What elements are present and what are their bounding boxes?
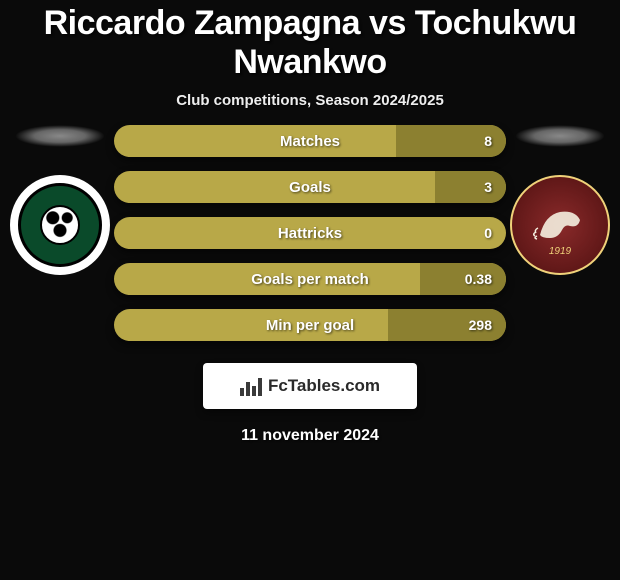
right-player-column: 1919 — [510, 125, 610, 275]
stat-right-value: 0.38 — [465, 271, 492, 287]
stat-label: Goals per match — [251, 271, 369, 288]
stat-row-hattricks: Hattricks 0 — [114, 217, 506, 249]
stat-label: Goals — [289, 179, 331, 196]
comparison-area: Matches 8 Goals 3 Hattricks 0 Goals per … — [0, 125, 620, 355]
page-subtitle: Club competitions, Season 2024/2025 — [0, 82, 620, 125]
left-player-column — [10, 125, 110, 275]
badge-year: 1919 — [549, 246, 571, 257]
stat-right-value: 0 — [484, 225, 492, 241]
stat-right-value: 8 — [484, 133, 492, 149]
stats-list: Matches 8 Goals 3 Hattricks 0 Goals per … — [110, 125, 510, 355]
stat-row-goals-per-match: Goals per match 0.38 — [114, 263, 506, 295]
brand-text: FcTables.com — [268, 376, 380, 396]
player-silhouette-right — [515, 125, 605, 147]
stat-right-value: 3 — [484, 179, 492, 195]
seahorse-icon — [530, 200, 590, 250]
left-team-badge — [10, 175, 110, 275]
stat-label: Min per goal — [266, 317, 354, 334]
page-title: Riccardo Zampagna vs Tochukwu Nwankwo — [0, 0, 620, 82]
stat-row-matches: Matches 8 — [114, 125, 506, 157]
right-team-badge: 1919 — [510, 175, 610, 275]
bars-icon — [240, 376, 262, 396]
brand-badge[interactable]: FcTables.com — [203, 363, 417, 409]
stat-row-min-per-goal: Min per goal 298 — [114, 309, 506, 341]
stat-label: Matches — [280, 133, 340, 150]
player-silhouette-left — [15, 125, 105, 147]
stat-right-value: 298 — [469, 317, 492, 333]
stat-label: Hattricks — [278, 225, 342, 242]
stat-row-goals: Goals 3 — [114, 171, 506, 203]
footer-date: 11 november 2024 — [0, 409, 620, 463]
